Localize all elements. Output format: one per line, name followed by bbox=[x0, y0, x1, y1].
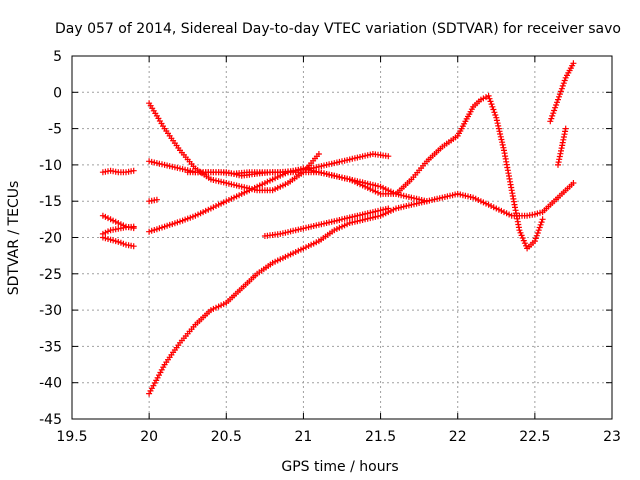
series-track-a bbox=[146, 100, 322, 194]
data-point bbox=[495, 122, 502, 129]
data-point bbox=[556, 153, 563, 160]
data-point bbox=[556, 91, 563, 98]
chart-title: Day 057 of 2014, Sidereal Day-to-day VTE… bbox=[55, 21, 621, 37]
data-point bbox=[112, 238, 119, 245]
data-point bbox=[561, 77, 568, 84]
series-track-i bbox=[99, 167, 137, 176]
data-point bbox=[558, 145, 565, 152]
data-point bbox=[532, 235, 539, 242]
x-tick-label: 21.5 bbox=[365, 429, 396, 445]
data-point bbox=[559, 82, 566, 89]
data-point bbox=[491, 109, 498, 116]
data-point bbox=[555, 96, 561, 103]
y-tick-label: -5 bbox=[48, 122, 62, 138]
data-point bbox=[539, 216, 546, 223]
y-tick-label: -10 bbox=[39, 158, 62, 174]
marker-layer bbox=[99, 60, 577, 397]
x-axis-label: GPS time / hours bbox=[281, 459, 398, 475]
series-track-h bbox=[555, 125, 569, 168]
data-point bbox=[557, 88, 564, 95]
data-point bbox=[499, 141, 506, 148]
y-tick-label: -35 bbox=[39, 339, 62, 355]
data-point bbox=[548, 115, 555, 122]
data-point bbox=[489, 103, 496, 110]
data-point bbox=[553, 102, 560, 108]
data-point bbox=[130, 167, 137, 174]
y-tick-label: -45 bbox=[39, 412, 62, 428]
series-track-k bbox=[99, 223, 137, 237]
data-point bbox=[130, 223, 137, 230]
data-point bbox=[570, 180, 577, 186]
data-point bbox=[112, 218, 119, 225]
series-track-f bbox=[261, 205, 392, 239]
data-point bbox=[558, 85, 565, 92]
data-point bbox=[385, 205, 392, 212]
data-point bbox=[493, 117, 500, 124]
data-point bbox=[490, 106, 497, 113]
data-point bbox=[488, 101, 495, 108]
data-point bbox=[531, 238, 538, 245]
data-point bbox=[487, 98, 494, 105]
series-track-e bbox=[184, 151, 392, 177]
x-tick-label: 20 bbox=[140, 429, 158, 445]
data-point bbox=[497, 131, 504, 137]
data-point bbox=[130, 243, 137, 250]
data-point bbox=[513, 210, 520, 217]
data-point bbox=[547, 118, 554, 125]
x-tick-label: 22.5 bbox=[519, 429, 550, 445]
tick-layer bbox=[71, 55, 613, 420]
data-point bbox=[562, 128, 569, 135]
data-point bbox=[536, 224, 543, 231]
data-point bbox=[562, 125, 569, 132]
data-point bbox=[551, 107, 558, 114]
x-tick-label: 21 bbox=[295, 429, 313, 445]
x-tick-label: 23 bbox=[603, 429, 621, 445]
y-tick-label: -20 bbox=[39, 231, 62, 247]
series-track-b bbox=[146, 180, 577, 397]
series-track-l bbox=[99, 234, 137, 250]
data-point bbox=[537, 221, 544, 228]
data-point bbox=[533, 232, 540, 239]
data-point bbox=[549, 112, 556, 119]
x-tick-label: 22 bbox=[449, 429, 467, 445]
y-tick-label: -15 bbox=[39, 194, 62, 210]
data-point bbox=[552, 104, 559, 111]
data-point bbox=[509, 193, 516, 199]
y-tick-label: -25 bbox=[39, 267, 62, 283]
x-tick-label: 19.5 bbox=[56, 429, 87, 445]
data-point bbox=[515, 221, 522, 228]
data-point bbox=[535, 227, 542, 234]
data-point bbox=[555, 159, 562, 166]
tick-label-layer: 19.5 20 20.5 21 21.5 22 22.5 23 -45 -40 -35 -30 -25 -… bbox=[39, 49, 621, 445]
series-track-m bbox=[146, 196, 160, 205]
series-track-g bbox=[547, 60, 577, 125]
data-point bbox=[423, 198, 430, 205]
data-point bbox=[492, 112, 499, 118]
data-point bbox=[153, 196, 160, 203]
data-point bbox=[556, 93, 562, 100]
data-point bbox=[560, 136, 567, 143]
data-point bbox=[534, 230, 541, 236]
data-point bbox=[385, 153, 392, 160]
data-point bbox=[560, 80, 567, 87]
data-point bbox=[554, 99, 560, 106]
y-axis-label: SDTVAR / TECUs bbox=[6, 181, 22, 296]
y-tick-label: 0 bbox=[53, 85, 62, 101]
y-tick-label: 5 bbox=[53, 49, 62, 65]
data-point bbox=[538, 219, 545, 226]
data-point bbox=[550, 110, 557, 117]
y-tick-label: -30 bbox=[39, 303, 62, 319]
data-point bbox=[507, 181, 514, 188]
data-point bbox=[486, 95, 493, 102]
data-point bbox=[498, 136, 505, 143]
data-point bbox=[315, 151, 322, 157]
data-point bbox=[570, 60, 577, 67]
x-tick-label: 20.5 bbox=[211, 429, 242, 445]
y-tick-label: -40 bbox=[39, 376, 62, 392]
data-point bbox=[485, 92, 492, 99]
